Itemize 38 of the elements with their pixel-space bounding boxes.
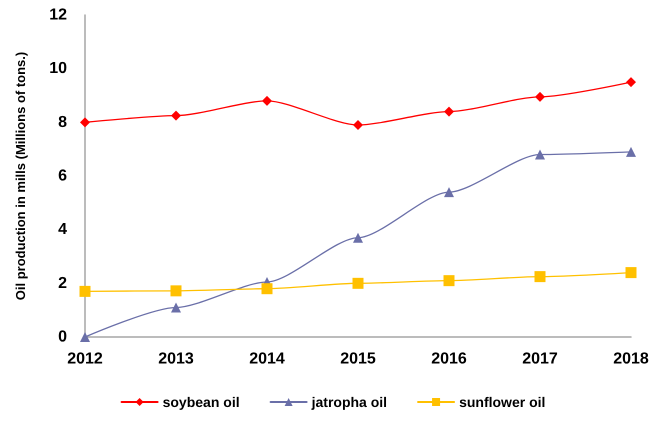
point — [534, 271, 546, 282]
point — [626, 77, 636, 88]
x-tick-label: 2017 — [522, 350, 558, 368]
y-tick-label: 2 — [58, 274, 68, 292]
y-tick-label: 4 — [58, 221, 68, 238]
point — [171, 110, 181, 121]
point — [171, 302, 181, 312]
y-tick-label: 10 — [49, 60, 68, 78]
point — [444, 106, 454, 117]
point — [80, 332, 90, 342]
x-tick-label: 2012 — [67, 350, 103, 368]
y-tick-label: 6 — [58, 168, 68, 184]
legend-label: jatropha oil — [310, 394, 388, 410]
y-tick-label: 12 — [49, 6, 68, 24]
legend-label: sunflower oil — [459, 394, 546, 410]
y-axis-title: Oil production in mills (Millions of tons.) — [13, 52, 28, 300]
point — [80, 117, 90, 128]
point — [444, 275, 454, 286]
x-tick-label: 2014 — [249, 350, 285, 368]
x-tick-label: 2013 — [158, 350, 194, 368]
point — [535, 150, 545, 160]
point — [626, 146, 636, 157]
point — [353, 232, 363, 243]
point — [626, 267, 636, 278]
legend-label: soybean oil — [162, 394, 240, 410]
point — [444, 187, 454, 198]
point — [353, 120, 363, 130]
x-tick-label: 2015 — [340, 350, 376, 368]
y-tick-label: 0 — [58, 328, 68, 346]
point — [80, 286, 90, 297]
point — [262, 96, 272, 106]
y-tick-label: 8 — [58, 114, 68, 131]
x-tick-label: 2016 — [431, 350, 467, 368]
x-tick-label: 2018 — [613, 350, 649, 368]
point — [262, 283, 272, 294]
point — [170, 285, 182, 296]
point — [352, 278, 364, 289]
point — [535, 92, 545, 102]
